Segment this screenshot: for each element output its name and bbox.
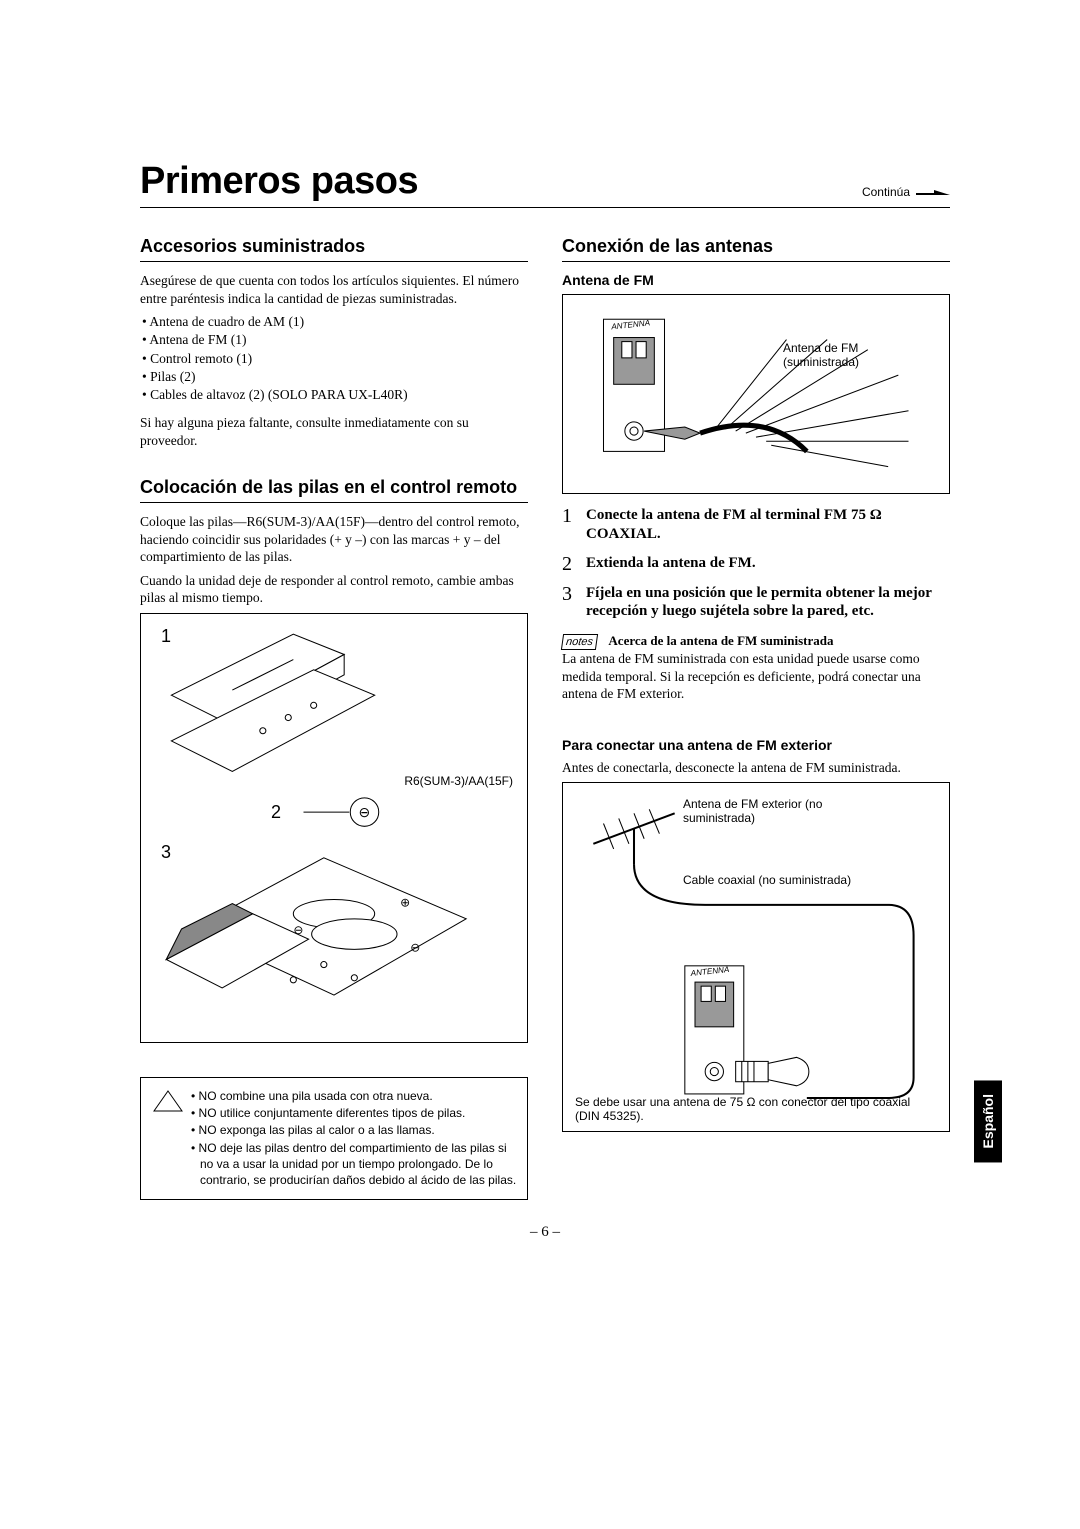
section-heading: Conexión de las antenas: [562, 236, 950, 262]
step: 1 Conecte la antena de FM al terminal FM…: [562, 506, 950, 544]
notes-header: notes Acerca de la antena de FM suminist…: [562, 633, 950, 650]
stop-icon: [153, 1088, 183, 1189]
list-item: NO exponga las pilas al calor o a las ll…: [191, 1122, 517, 1138]
list-item: NO utilice conjuntamente diferentes tipo…: [191, 1105, 517, 1121]
svg-text:⊖: ⊖: [410, 940, 420, 954]
list-item: Control remoto (1): [142, 350, 528, 368]
paragraph: Antes de conectarla, desconecte la anten…: [562, 759, 950, 777]
step-number-3: 3: [161, 842, 171, 863]
page: Primeros pasos Continúa Accesorios sumin…: [140, 160, 950, 1241]
list-item: NO deje las pilas dentro del compartimie…: [191, 1140, 517, 1189]
list-item: Cables de altavoz (2) (SOLO PARA UX-L40R…: [142, 386, 528, 404]
sub-heading: Antena de FM: [562, 272, 950, 288]
fm-outdoor-svg: ANTENNA: [573, 793, 939, 1129]
step-number-2: 2: [271, 802, 281, 823]
step-number: 1: [562, 506, 576, 544]
page-header: Primeros pasos Continúa: [140, 160, 950, 208]
step-text: Extienda la antena de FM.: [586, 554, 756, 574]
list-item: Antena de FM (1): [142, 331, 528, 349]
warning-box: NO combine una pila usada con otra nueva…: [140, 1077, 528, 1200]
step-text: Fíjela en una posición que le permita ob…: [586, 584, 950, 622]
step-text: Conecte la antena de FM al terminal FM 7…: [586, 506, 950, 544]
fm-antenna-diagram: ANTENNA: [562, 294, 950, 494]
fm-diagram-svg: ANTENNA: [573, 305, 939, 488]
remote-diagram-svg: ⊖ ⊕ ⊖ ⊖: [151, 624, 517, 1041]
coax-cable-label: Cable coaxial (no suministrada): [683, 873, 883, 887]
accessory-list: Antena de cuadro de AM (1) Antena de FM …: [140, 313, 528, 404]
notes-title: Acerca de la antena de FM suministrada: [608, 633, 833, 648]
remote-battery-diagram: ⊖ ⊕ ⊖ ⊖: [140, 613, 528, 1043]
paragraph: La antena de FM suministrada con esta un…: [562, 650, 950, 703]
outdoor-antenna-label: Antena de FM exterior (no suministrada): [683, 797, 843, 825]
section-heading: Accesorios suministrados: [140, 236, 528, 262]
two-column-layout: Accesorios suministrados Asegúrese de qu…: [140, 236, 950, 1200]
list-item: Pilas (2): [142, 368, 528, 386]
fm-outdoor-diagram: ANTENNA: [562, 782, 950, 1132]
paragraph: Asegúrese de que cuenta con todos los ar…: [140, 272, 528, 307]
step: 3 Fíjela en una posición que le permita …: [562, 584, 950, 622]
step-number-1: 1: [161, 626, 171, 647]
page-number: – 6 –: [140, 1224, 950, 1241]
notes-block: notes Acerca de la antena de FM suminist…: [562, 633, 950, 703]
steps-list: 1 Conecte la antena de FM al terminal FM…: [562, 506, 950, 621]
sub-heading: Para conectar una antena de FM exterior: [562, 737, 950, 753]
list-item: Antena de cuadro de AM (1): [142, 313, 528, 331]
paragraph: Coloque las pilas—R6(SUM-3)/AA(15F)—dent…: [140, 513, 528, 566]
continued-label: Continúa: [862, 184, 950, 203]
step-number: 2: [562, 554, 576, 574]
svg-text:⊕: ⊕: [400, 896, 410, 910]
fm-supplied-label: Antena de FM (suministrada): [783, 341, 933, 369]
section-heading: Colocación de las pilas en el control re…: [140, 477, 528, 503]
language-tab: Español: [974, 1080, 1002, 1162]
page-title: Primeros pasos: [140, 160, 862, 203]
right-column: Conexión de las antenas Antena de FM ANT…: [562, 236, 950, 1200]
svg-text:⊖: ⊖: [359, 805, 371, 821]
paragraph: Si hay alguna pieza faltante, consulte i…: [140, 414, 528, 449]
warning-list: NO combine una pila usada con otra nueva…: [191, 1088, 517, 1189]
coax-note: Se debe usar una antena de 75 Ω con cone…: [575, 1095, 937, 1123]
arrow-icon: [916, 184, 950, 199]
left-column: Accesorios suministrados Asegúrese de qu…: [140, 236, 528, 1200]
paragraph: Cuando la unidad deje de responder al co…: [140, 572, 528, 607]
battery-type-label: R6(SUM-3)/AA(15F): [404, 774, 513, 788]
step-number: 3: [562, 584, 576, 622]
list-item: NO combine una pila usada con otra nueva…: [191, 1088, 517, 1104]
continued-text: Continúa: [862, 185, 910, 199]
step: 2 Extienda la antena de FM.: [562, 554, 950, 574]
notes-icon: notes: [561, 634, 598, 650]
